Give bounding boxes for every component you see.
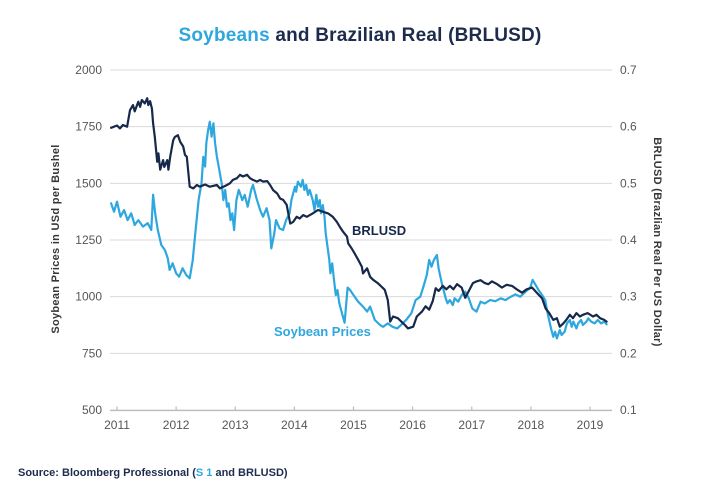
brlusd-series-label: BRLUSD — [352, 223, 407, 238]
right-tick-label: 0.4 — [620, 233, 637, 247]
chart-title: Soybeans and Brazilian Real (BRLUSD) — [0, 25, 720, 47]
x-tick-label: 2011 — [104, 418, 130, 432]
soybean-series-label: Soybean Prices — [274, 324, 371, 339]
chart-title-highlight: Soybeans — [178, 25, 270, 46]
right-tick-label: 0.7 — [620, 63, 637, 77]
left-tick-label: 2000 — [75, 63, 102, 77]
right-tick-label: 0.3 — [620, 290, 637, 304]
source-prefix: Source: Bloomberg Professional ( — [18, 467, 196, 479]
source-ticker: S 1 — [195, 467, 213, 479]
right-tick-label: 0.6 — [620, 120, 637, 134]
x-tick-label: 2013 — [222, 418, 249, 432]
x-tick-label: 2018 — [518, 418, 545, 432]
x-tick-label: 2017 — [458, 418, 485, 432]
x-tick-label: 2015 — [340, 418, 367, 432]
source-suffix: and BRLUSD) — [212, 467, 288, 479]
series-line-brlusd — [109, 97, 608, 330]
left-tick-label: 500 — [82, 403, 102, 417]
axis-tick-labels: 2000 0.7 1750 0.6 1500 0.5 1250 0.4 1000 0.3 750 0.… — [75, 63, 637, 432]
x-axis — [110, 406, 612, 412]
left-tick-label: 1000 — [75, 290, 102, 304]
source-note: Source: Bloomberg Professional (S 1 and … — [18, 467, 288, 479]
x-tick-label: 2012 — [163, 418, 190, 432]
series-lines — [109, 97, 608, 340]
left-tick-label: 750 — [82, 346, 102, 360]
right-axis-title: BRLUSD (Brazlian Real Per US Dollar) — [651, 137, 663, 347]
right-tick-label: 0.2 — [620, 346, 637, 360]
left-tick-label: 1250 — [75, 233, 102, 247]
gridlines — [110, 69, 612, 411]
right-tick-label: 0.5 — [620, 176, 637, 190]
left-tick-label: 1750 — [75, 120, 102, 134]
x-tick-label: 2016 — [399, 418, 426, 432]
x-tick-label: 2019 — [577, 418, 604, 432]
right-tick-label: 0.1 — [620, 403, 637, 417]
left-tick-label: 1500 — [75, 176, 102, 190]
x-tick-label: 2014 — [281, 418, 308, 432]
left-axis-title: Soybean Prices in USd per Bushel — [50, 144, 62, 334]
chart-title-rest: and Brazilian Real (BRLUSD) — [269, 25, 542, 46]
